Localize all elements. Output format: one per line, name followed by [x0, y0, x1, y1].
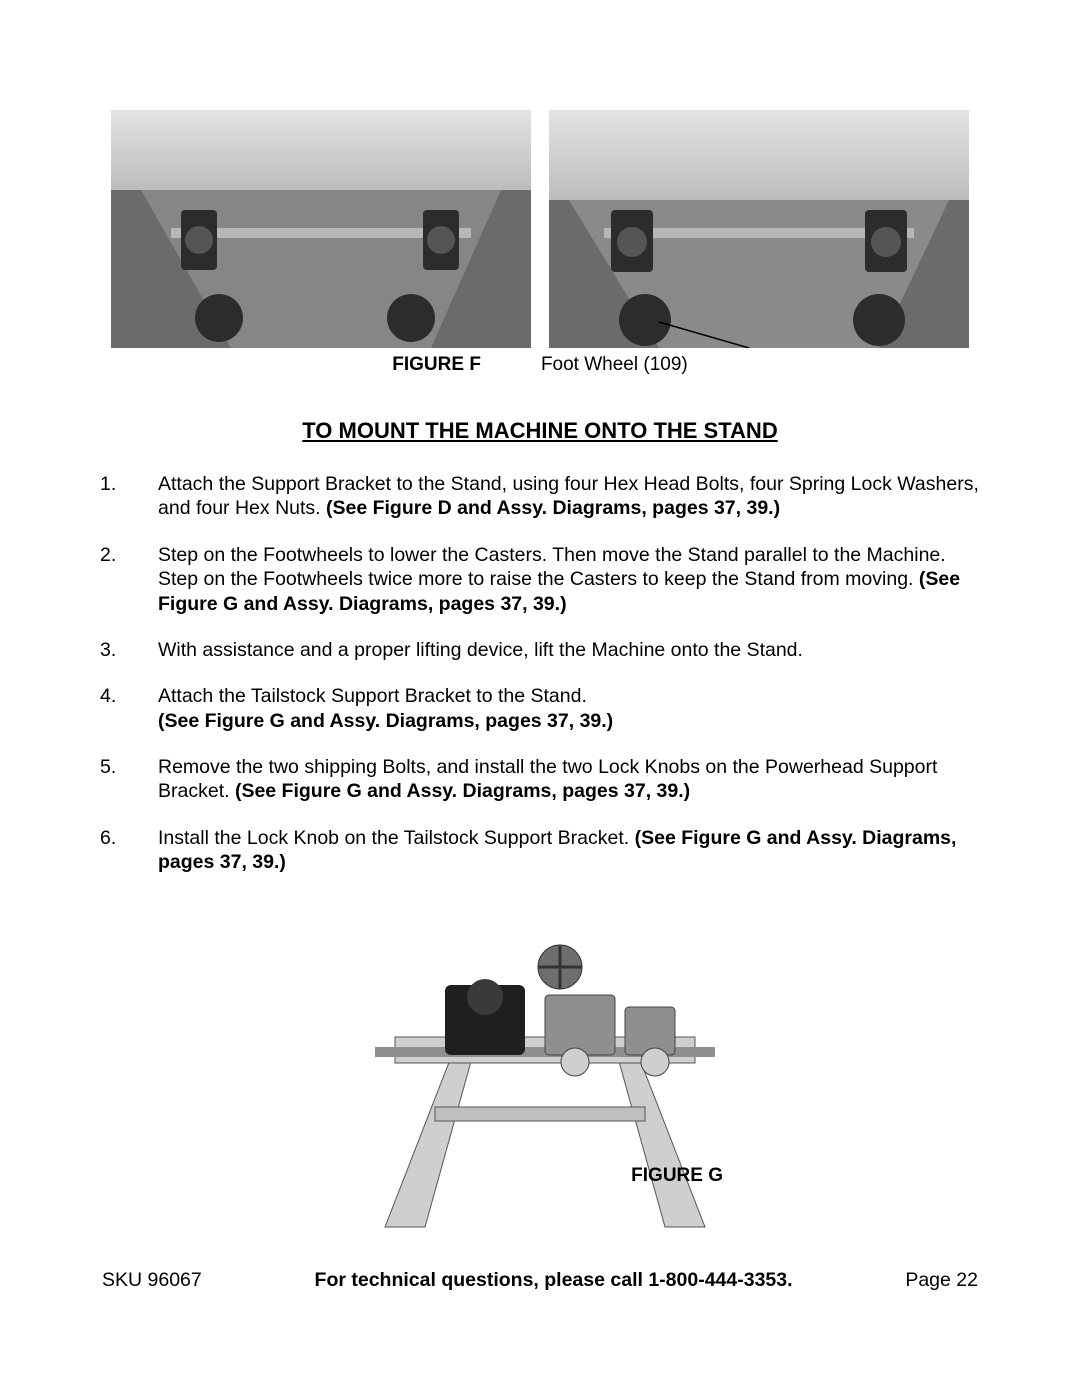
figure-f-right-photo: [549, 110, 969, 348]
footer-page: Page 22: [905, 1269, 978, 1292]
footer-sku: SKU 96067: [102, 1269, 202, 1292]
steps-list: Attach the Support Bracket to the Stand,…: [100, 472, 980, 875]
step-item: Attach the Support Bracket to the Stand,…: [100, 472, 980, 521]
figure-f-left-photo: [111, 110, 531, 348]
figure-g-photo: FIGURE G: [305, 897, 775, 1237]
step-item: Remove the two shipping Bolts, and insta…: [100, 755, 980, 804]
footer-support: For technical questions, please call 1-8…: [315, 1269, 793, 1292]
page-footer: SKU 96067 For technical questions, pleas…: [100, 1269, 980, 1292]
step-text: Attach the Tailstock Support Bracket to …: [158, 684, 980, 733]
step-text: Step on the Footwheels to lower the Cast…: [158, 543, 980, 616]
figure-f-label: FIGURE F: [392, 354, 481, 376]
figure-f-caption-row: FIGURE F Foot Wheel (109): [100, 354, 980, 376]
figure-f-row: [100, 110, 980, 348]
step-text: Attach the Support Bracket to the Stand,…: [158, 472, 980, 521]
step-item: Step on the Footwheels to lower the Cast…: [100, 543, 980, 616]
step-item: Attach the Tailstock Support Bracket to …: [100, 684, 980, 733]
figure-f-callout: Foot Wheel (109): [541, 354, 688, 376]
figure-g-label: FIGURE G: [631, 1165, 723, 1187]
step-text: With assistance and a proper lifting dev…: [158, 638, 980, 662]
step-text: Install the Lock Knob on the Tailstock S…: [158, 826, 980, 875]
step-item: Install the Lock Knob on the Tailstock S…: [100, 826, 980, 875]
figure-g-wrap: FIGURE G: [100, 897, 980, 1237]
step-text: Remove the two shipping Bolts, and insta…: [158, 755, 980, 804]
section-heading: TO MOUNT THE MACHINE ONTO THE STAND: [100, 418, 980, 444]
step-item: With assistance and a proper lifting dev…: [100, 638, 980, 662]
